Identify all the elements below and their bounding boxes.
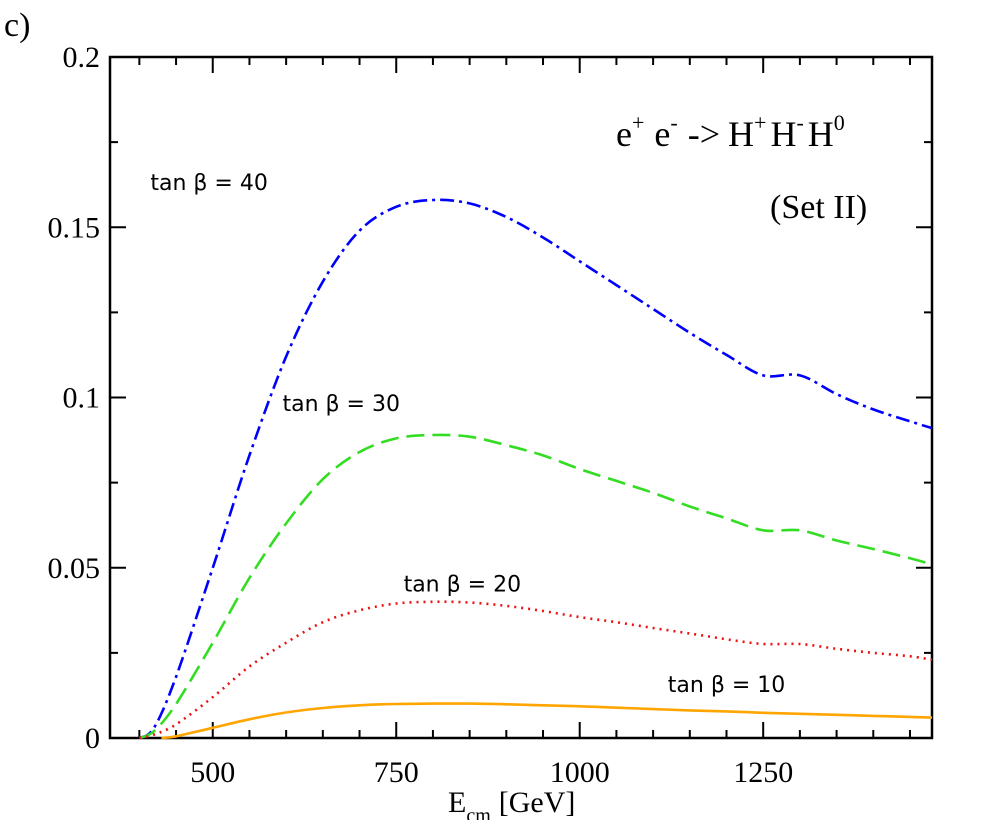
x-tick-label: 750 bbox=[374, 756, 419, 789]
x-axis-title: Ecm [GeV] bbox=[448, 786, 575, 820]
plot-frame bbox=[108, 55, 934, 740]
series-line-3 bbox=[161, 702, 933, 740]
x-tick-label: 500 bbox=[190, 756, 235, 789]
y-tick-label: 0 bbox=[85, 722, 100, 755]
series-line-1 bbox=[138, 433, 933, 740]
y-tick-label: 0.05 bbox=[48, 552, 101, 585]
y-tick-label: 0.15 bbox=[48, 211, 101, 244]
process-label: e+ e- -> H+ H- H0 bbox=[616, 110, 845, 154]
x-tick-label: 1000 bbox=[550, 756, 610, 789]
series-annotation-0: tan β = 40 bbox=[150, 171, 268, 196]
panel-label: c) bbox=[4, 7, 30, 44]
series-annotation-2: tan β = 20 bbox=[404, 573, 521, 598]
series-line-0 bbox=[138, 198, 933, 740]
series-annotation-3: tan β = 10 bbox=[668, 673, 786, 698]
set-label: (Set II) bbox=[770, 189, 867, 226]
y-tick-label: 0.1 bbox=[63, 382, 101, 415]
series-annotation-1: tan β = 30 bbox=[282, 392, 400, 417]
y-tick-label: 0.2 bbox=[63, 41, 101, 74]
x-tick-label: 1250 bbox=[733, 756, 793, 789]
